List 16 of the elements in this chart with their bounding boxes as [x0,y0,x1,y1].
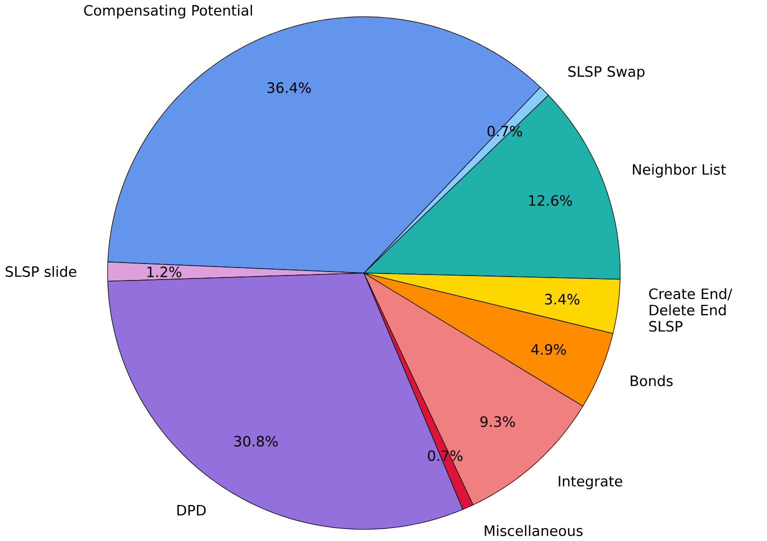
slice-label: Compensating Potential [84,4,252,19]
slice-label: Integrate [558,476,622,490]
slice-label: Neighbor List [632,164,726,178]
data-label: 12.6% [529,195,572,206]
slice-label: Create End/ Delete End SLSP [649,288,732,332]
data-label: 4.9% [531,344,566,355]
slice-label: DPD [177,505,206,516]
data-label: 1.2% [147,266,182,278]
slice-label: Bonds [630,375,673,386]
slice-label: SLSP slide [6,266,76,278]
data-label: 36.4% [267,82,311,94]
data-label: 30.8% [234,436,278,447]
data-label: 9.3% [480,416,515,428]
slice-label: SLSP Swap [568,66,644,80]
slice-label: Miscellaneous [484,525,583,536]
data-label: 3.4% [545,294,580,305]
